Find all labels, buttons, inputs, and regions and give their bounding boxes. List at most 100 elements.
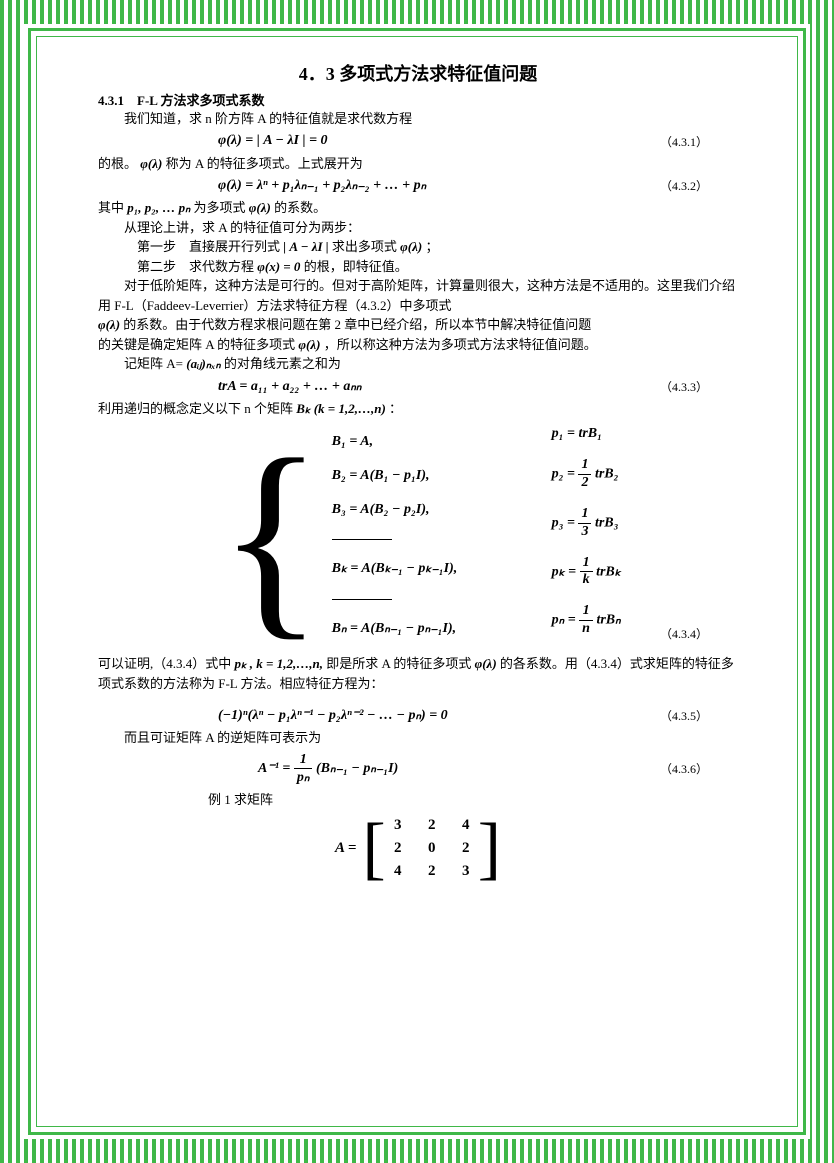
text: p₃ =	[552, 515, 575, 530]
matrix-cell: 3	[454, 863, 478, 880]
equation: A⁻¹ = 1pₙ (Bₙ₋₁ − pₙ₋₁I)	[98, 752, 398, 786]
paragraph: 的关键是确定矩阵 A 的特征多项式 φ(λ) ，所以称这种方法为多项式方法求特征…	[98, 335, 738, 355]
matrix-lhs: A =	[335, 840, 356, 857]
paragraph: 其中 p₁, p₂, … pₙ 为多项式 φ(λ) 的系数。	[98, 198, 738, 218]
equation-number: （4.3.2）	[660, 177, 738, 194]
equation-line: A⁻¹ = 1pₙ (Bₙ₋₁ − pₙ₋₁I) （4.3.6）	[98, 752, 738, 786]
equation-number: （4.3.4）	[660, 625, 738, 654]
math-inline: p₁, p₂, … pₙ	[127, 200, 190, 215]
matrix-cell: 0	[420, 840, 444, 857]
text: 称为 A 的特征多项式。上式展开为	[166, 156, 363, 171]
matrix-cell: 2	[454, 840, 478, 857]
math-inline: | A − λI |	[283, 239, 328, 254]
paragraph: 我们知道，求 n 阶方阵 A 的特征值就是求代数方程	[98, 109, 738, 129]
frac-num: 1	[294, 752, 313, 769]
math-inline: pₖ , k = 1,2,…,n,	[235, 656, 323, 671]
paragraph: 对于低阶矩阵，这种方法是可行的。但对于高阶矩阵，计算量则很大，这种方法是不适用的…	[98, 276, 738, 315]
text: ；	[425, 239, 438, 254]
math-inline: (aᵢⱼ)ₙₓₙ	[186, 356, 220, 371]
text: 的系数。由于代数方程求根问题在第 2 章中已经介绍，所以本节中解决特征值问题	[123, 317, 591, 332]
math-inline: φ(λ)	[475, 656, 497, 671]
brace-row: B₂ = A(B₁ − p₁I),	[332, 468, 512, 485]
frac-den: 3	[578, 524, 591, 541]
equation: trA = a₁₁ + a₂₂ + … + aₙₙ	[98, 378, 362, 395]
text: A⁻¹ =	[258, 761, 290, 776]
matrix-cell: 2	[420, 863, 444, 880]
text: pₙ =	[552, 613, 576, 628]
text: 第一步 直接展开行列式	[137, 239, 280, 254]
brace-right-column: p₁ = trB₁ p₂ = 12 trB₂ p₃ = 13 trB₃ pₖ =…	[512, 426, 652, 646]
matrix-cells: 3 2 4 2 0 2 4 2 3	[386, 817, 478, 880]
math-inline: φ(λ)	[140, 156, 162, 171]
brace-row: p₁ = trB₁	[552, 426, 652, 443]
paragraph: 的根。 φ(λ) 称为 A 的特征多项式。上式展开为	[98, 154, 738, 174]
equation-line: φ(λ) = λⁿ + p₁λₙ₋₁ + p₂λₙ₋₂ + … + pₙ （4.…	[98, 177, 738, 194]
matrix-cell: 2	[420, 817, 444, 834]
text: ：	[389, 401, 402, 416]
text: 为多项式	[194, 200, 246, 215]
paragraph: 可以证明,（4.3.4）式中 pₖ , k = 1,2,…,n, 即是所求 A …	[98, 654, 738, 693]
frac-den: n	[579, 621, 593, 638]
equation-number: （4.3.6）	[660, 760, 738, 777]
equation-number: （4.3.3）	[660, 378, 738, 395]
paragraph: 利用递归的概念定义以下 n 个矩阵 Bₖ (k = 1,2,…,n) ：	[98, 399, 738, 419]
paragraph: 例 1 求矩阵	[98, 790, 738, 810]
bracket-left-icon: [	[362, 819, 385, 879]
text: trB₃	[595, 515, 619, 530]
paragraph: 记矩阵 A= (aᵢⱼ)ₙₓₙ 的对角线元素之和为	[98, 354, 738, 374]
frac-num: 1	[578, 506, 591, 524]
paragraph: 从理论上讲，求 A 的特征值可分为两步：	[98, 218, 738, 238]
brace-row: p₃ = 13 trB₃	[552, 506, 652, 541]
text: 其中	[98, 200, 124, 215]
left-brace-icon: {	[218, 426, 324, 646]
text: pₖ =	[552, 564, 576, 579]
frac-num: 1	[579, 603, 593, 621]
equation: φ(λ) = λⁿ + p₁λₙ₋₁ + p₂λₙ₋₂ + … + pₙ	[98, 177, 426, 194]
paragraph: 第一步 直接展开行列式 | A − λI | 求出多项式 φ(λ) ；	[98, 237, 738, 257]
bracket-right-icon: ]	[478, 819, 501, 879]
brace-row: Bₖ = A(Bₖ₋₁ − pₖ₋₁I),	[332, 561, 512, 578]
matrix-cell: 4	[454, 817, 478, 834]
math-inline: φ(λ)	[98, 317, 120, 332]
brace-row: pₖ = 1k trBₖ	[552, 555, 652, 590]
brace-row: B₁ = A,	[332, 434, 512, 451]
text: 求出多项式	[332, 239, 397, 254]
text: 记矩阵 A=	[124, 356, 183, 371]
brace-row: Bₙ = A(Bₙ₋₁ − pₙ₋₁I),	[332, 621, 512, 638]
section-title: 4.3.1 F-L 方法求多项式系数	[98, 90, 738, 109]
brace-left-column: B₁ = A, B₂ = A(B₁ − p₁I), B₃ = A(B₂ − p₂…	[332, 426, 512, 646]
equation: (−1)ⁿ(λⁿ − p₁λⁿ⁻¹ − p₂λⁿ⁻² − … − pₙ) = 0	[98, 707, 448, 724]
brace-row: p₂ = 12 trB₂	[552, 457, 652, 492]
brace-system: { B₁ = A, B₂ = A(B₁ − p₁I), B₃ = A(B₂ − …	[218, 426, 652, 646]
frac-num: 1	[580, 555, 593, 573]
paragraph: φ(λ) 的系数。由于代数方程求根问题在第 2 章中已经介绍，所以本节中解决特征…	[98, 315, 738, 335]
matrix-cell: 3	[386, 817, 410, 834]
matrix-cell: 4	[386, 863, 410, 880]
equation-number: （4.3.5）	[660, 707, 738, 724]
text: 可以证明,（4.3.4）式中	[98, 656, 231, 671]
text: 的根，即特征值。	[304, 259, 408, 274]
text: p₂ =	[552, 467, 575, 482]
equation-line: trA = a₁₁ + a₂₂ + … + aₙₙ （4.3.3）	[98, 378, 738, 395]
equation-number: （4.3.1）	[660, 133, 738, 150]
text: 即是所求 A 的特征多项式	[326, 656, 471, 671]
text: trBₖ	[596, 564, 621, 579]
equation-line: φ(λ) = | A − λI | = 0 （4.3.1）	[98, 133, 738, 150]
text: ，所以称这种方法为多项式方法求特征值问题。	[324, 337, 597, 352]
frac-den: pₙ	[294, 769, 313, 786]
paragraph: 第二步 求代数方程 φ(x) = 0 的根，即特征值。	[98, 257, 738, 277]
math-inline: φ(λ)	[249, 200, 271, 215]
frac-den: 2	[578, 475, 591, 492]
equation: φ(λ) = | A − λI | = 0	[98, 133, 328, 149]
math-inline: φ(λ)	[298, 337, 320, 352]
text: trB₂	[595, 467, 619, 482]
paragraph: 而且可证矩阵 A 的逆矩阵可表示为	[98, 728, 738, 748]
text: (Bₙ₋₁ − pₙ₋₁I)	[316, 761, 398, 776]
frac-den: k	[580, 572, 593, 589]
text: trBₙ	[596, 613, 620, 628]
ellipsis-line	[332, 599, 392, 600]
text: 的根。	[98, 156, 137, 171]
brace-row: pₙ = 1n trBₙ	[552, 603, 652, 638]
matrix-block: A = [ 3 2 4 2 0 2 4 2 3 ]	[98, 817, 738, 880]
text: 的关键是确定矩阵 A 的特征多项式	[98, 337, 295, 352]
